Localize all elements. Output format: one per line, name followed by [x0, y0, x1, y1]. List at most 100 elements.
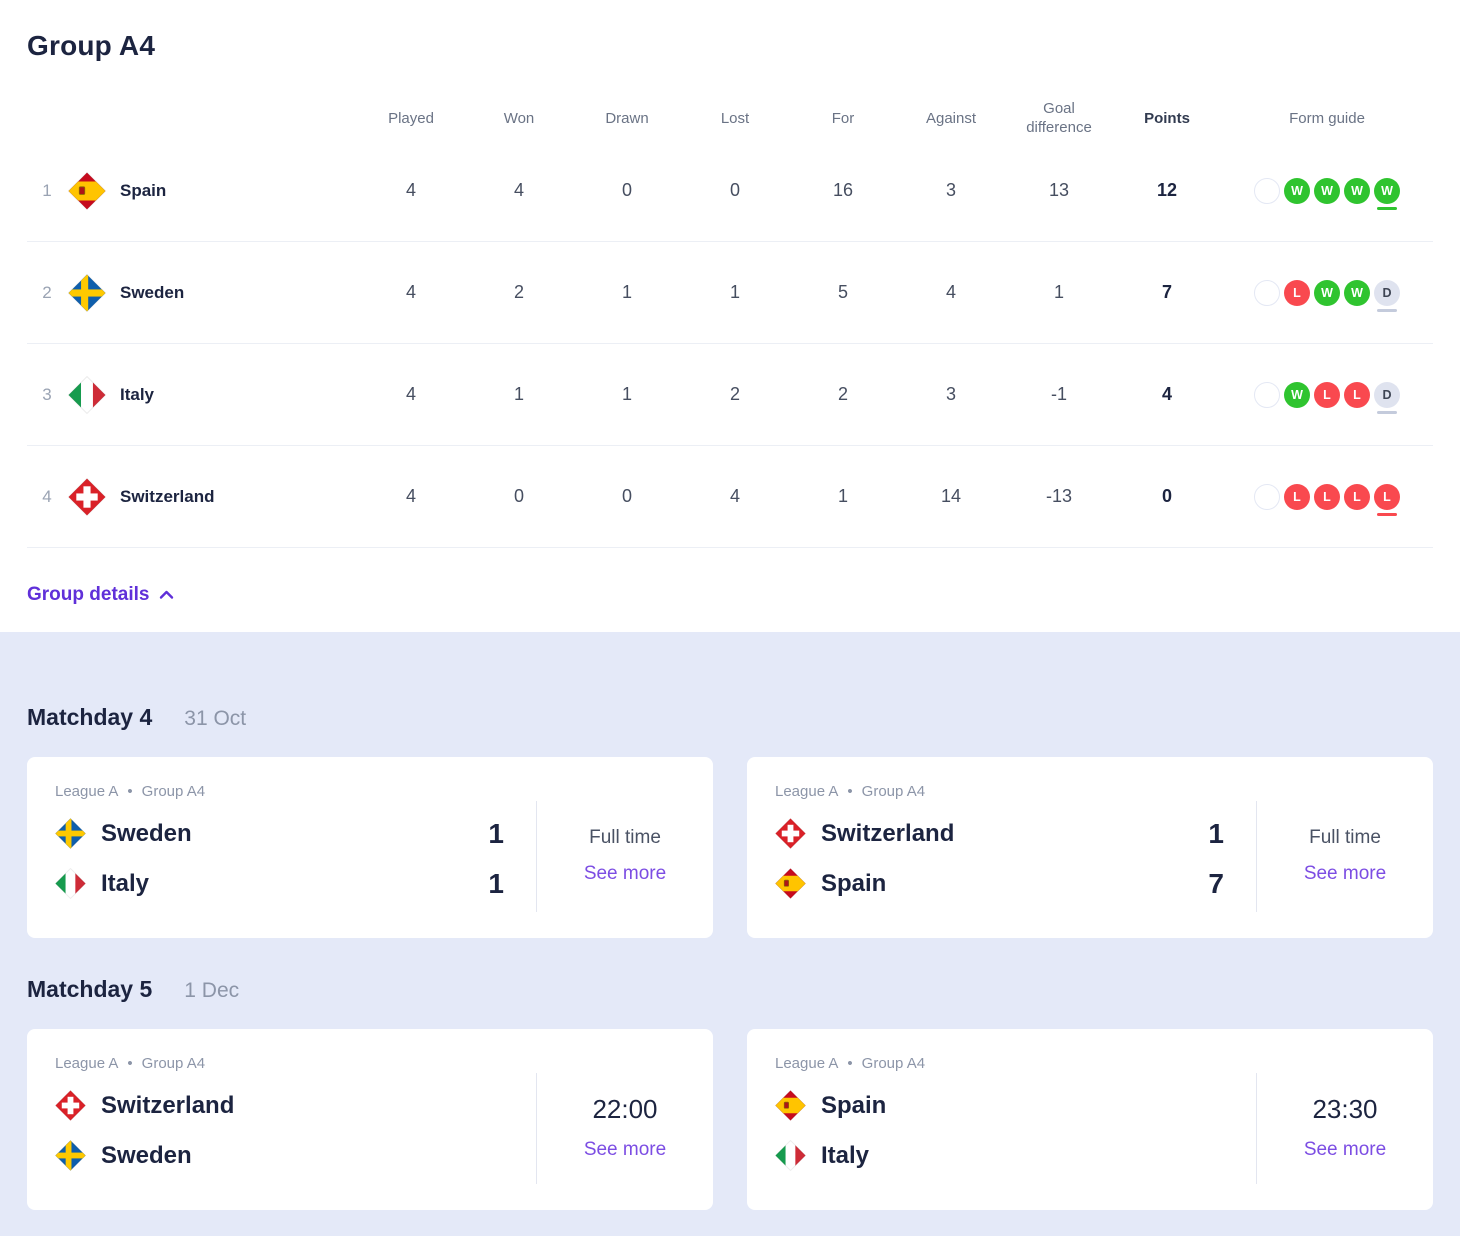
col-against: Against: [925, 109, 977, 127]
form-win-dot: W: [1314, 177, 1340, 204]
flag-italy-icon: [68, 375, 106, 414]
matchday-title: Matchday 5: [27, 976, 153, 1002]
match-card-row: League A • Group A4 Switzerland Sweden 22:00 S…: [27, 1029, 1433, 1210]
stat-lost: 4: [729, 486, 740, 506]
see-more-link[interactable]: See more: [1303, 862, 1387, 884]
form-empty-dot: [1254, 279, 1280, 306]
match-card[interactable]: League A • Group A4 Sweden 1 Italy 1 Full time S…: [27, 757, 713, 938]
stat-won: 4: [513, 180, 524, 200]
group-details-label: Group details: [27, 584, 150, 605]
stat-against: 3: [945, 384, 956, 404]
col-for: For: [831, 109, 855, 127]
page-title: Group A4: [27, 30, 156, 61]
table-row: 1 Spain 4 4 0 0 16 3 13 12 W W W W: [27, 140, 1433, 242]
table-row: 4 Switzerland 4 0 0 4 1 14 -13 0 L L L L: [27, 446, 1433, 548]
stat-lost: 1: [729, 282, 740, 302]
rank: 2: [42, 282, 52, 302]
match-team-name: Spain: [821, 869, 887, 897]
match-info: League A • Group A4 Switzerland 1 Spain 7: [747, 757, 1256, 938]
league-label: League A: [55, 783, 119, 800]
flag-switzerland-icon: [775, 818, 806, 849]
stat-won: 2: [513, 282, 524, 302]
flag-sweden-icon: [55, 1140, 86, 1171]
flag-sweden-icon: [55, 818, 86, 849]
match-score: 1: [1208, 817, 1224, 849]
separator-dot: •: [127, 1055, 133, 1072]
stat-lost: 0: [729, 180, 740, 200]
form-draw-dot: D: [1374, 279, 1400, 312]
match-time: 22:00: [592, 1094, 658, 1124]
stat-for: 2: [837, 384, 848, 404]
match-team-name: Switzerland: [821, 819, 955, 847]
group-label: Group A4: [141, 783, 206, 800]
col-points: Points: [1144, 109, 1190, 127]
form-win-dot: W: [1344, 279, 1370, 306]
stat-for: 1: [837, 486, 848, 506]
col-goal-difference: Goal difference: [1026, 100, 1092, 136]
col-form-guide: Form guide: [1289, 109, 1365, 127]
team-cell: 2 Sweden: [27, 273, 357, 312]
card-divider: [1256, 1073, 1257, 1184]
card-divider: [1256, 801, 1257, 912]
matchday-header: Matchday 4 31 Oct: [27, 704, 1433, 731]
stat-against: 3: [945, 180, 956, 200]
match-team-name: Spain: [821, 1091, 887, 1119]
see-more-link[interactable]: See more: [1303, 1139, 1387, 1160]
match-team: Spain: [775, 1089, 1224, 1122]
stat-gd: 1: [1053, 282, 1064, 302]
stat-played: 4: [405, 486, 416, 506]
match-team-name: Italy: [101, 869, 150, 897]
group-label: Group A4: [141, 1055, 206, 1072]
matchday-title: Matchday 4: [27, 704, 153, 730]
chevron-up-icon: [160, 590, 174, 599]
see-more-link[interactable]: See more: [583, 862, 667, 884]
stat-drawn: 1: [621, 384, 632, 404]
stat-points: 4: [1161, 384, 1172, 404]
form-loss-dot: L: [1344, 483, 1370, 510]
flag-sweden-icon: [68, 273, 106, 312]
match-competition: League A • Group A4: [55, 783, 504, 800]
match-team: Switzerland: [55, 1089, 504, 1122]
match-card[interactable]: League A • Group A4 Switzerland 1 Spain 7 Full …: [747, 757, 1433, 938]
form-loss-dot: L: [1284, 279, 1310, 306]
match-card[interactable]: League A • Group A4 Spain Italy 23:30 See more: [747, 1029, 1433, 1210]
team-cell: 4 Switzerland: [27, 477, 357, 516]
flag-italy-icon: [775, 1140, 806, 1171]
form-win-dot: W: [1374, 177, 1400, 210]
rank: 1: [42, 180, 52, 200]
match-status: Full time: [589, 826, 661, 848]
match-competition: League A • Group A4: [55, 1055, 504, 1072]
group-label: Group A4: [861, 1055, 926, 1072]
col-lost: Lost: [720, 109, 750, 127]
match-score: 1: [488, 867, 504, 899]
stat-played: 4: [405, 282, 416, 302]
match-card[interactable]: League A • Group A4 Switzerland Sweden 22:00 S…: [27, 1029, 713, 1210]
form-loss-dot: L: [1374, 483, 1400, 516]
match-info: League A • Group A4 Switzerland Sweden: [27, 1029, 536, 1210]
match-info: League A • Group A4 Spain Italy: [747, 1029, 1256, 1210]
match-team: Italy: [775, 1139, 1224, 1172]
flag-spain-icon: [775, 1090, 806, 1121]
form-win-dot: W: [1314, 279, 1340, 306]
match-team-name: Sweden: [101, 1141, 192, 1169]
flag-spain-icon: [68, 171, 106, 210]
flag-switzerland-icon: [68, 477, 106, 516]
form-win-dot: W: [1284, 381, 1310, 408]
separator-dot: •: [847, 1055, 853, 1072]
league-label: League A: [775, 1055, 839, 1072]
matchday-date: 1 Dec: [184, 979, 240, 1002]
stat-gd: -13: [1045, 486, 1072, 506]
see-more-link[interactable]: See more: [583, 1139, 667, 1160]
stat-drawn: 0: [621, 180, 632, 200]
form-draw-dot: D: [1374, 381, 1400, 414]
match-status: Full time: [1309, 826, 1381, 848]
match-info: League A • Group A4 Sweden 1 Italy 1: [27, 757, 536, 938]
team-cell: 1 Spain: [27, 171, 357, 210]
col-won: Won: [503, 109, 535, 127]
group-details-link[interactable]: Group details: [27, 584, 174, 606]
